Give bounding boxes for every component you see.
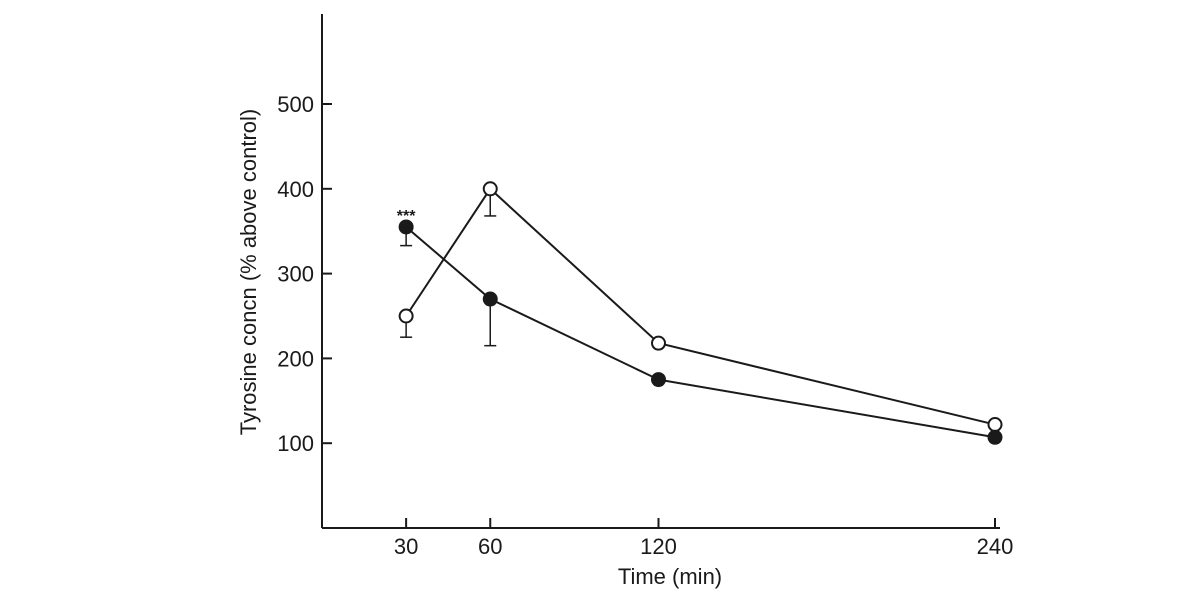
x-axis-title: Time (min) — [618, 564, 722, 589]
y-tick-label: 200 — [277, 346, 314, 371]
open-data-point — [987, 417, 1003, 433]
y-tick-label: 400 — [277, 177, 314, 202]
open-data-point — [482, 181, 498, 197]
filled-data-point — [987, 429, 1003, 445]
series-line — [405, 226, 996, 439]
series-2 — [398, 219, 1003, 445]
filled-data-point — [398, 219, 414, 235]
x-tick-label: 120 — [640, 534, 677, 559]
y-tick-label: 100 — [277, 431, 314, 456]
y-axis-ticks: 100 200 300 400 500 — [277, 92, 332, 456]
x-tick-label: 30 — [394, 534, 418, 559]
significance-annotation: *** — [397, 208, 416, 225]
open-data-point — [398, 308, 414, 324]
series-1 — [398, 181, 1003, 433]
series-layer — [398, 181, 1003, 445]
x-axis-ticks: 30 60 120 240 — [394, 518, 1013, 559]
filled-data-point — [651, 372, 666, 388]
x-tick-label: 240 — [977, 534, 1014, 559]
y-axis-title: Tyrosine concn (% above control) — [236, 109, 261, 436]
open-data-point — [651, 335, 666, 351]
x-tick-label: 60 — [478, 534, 502, 559]
y-tick-label: 500 — [277, 92, 314, 117]
annotation-layer: *** — [397, 208, 416, 225]
filled-data-point — [482, 291, 498, 307]
y-tick-label: 300 — [277, 262, 314, 287]
series-line — [405, 187, 996, 426]
